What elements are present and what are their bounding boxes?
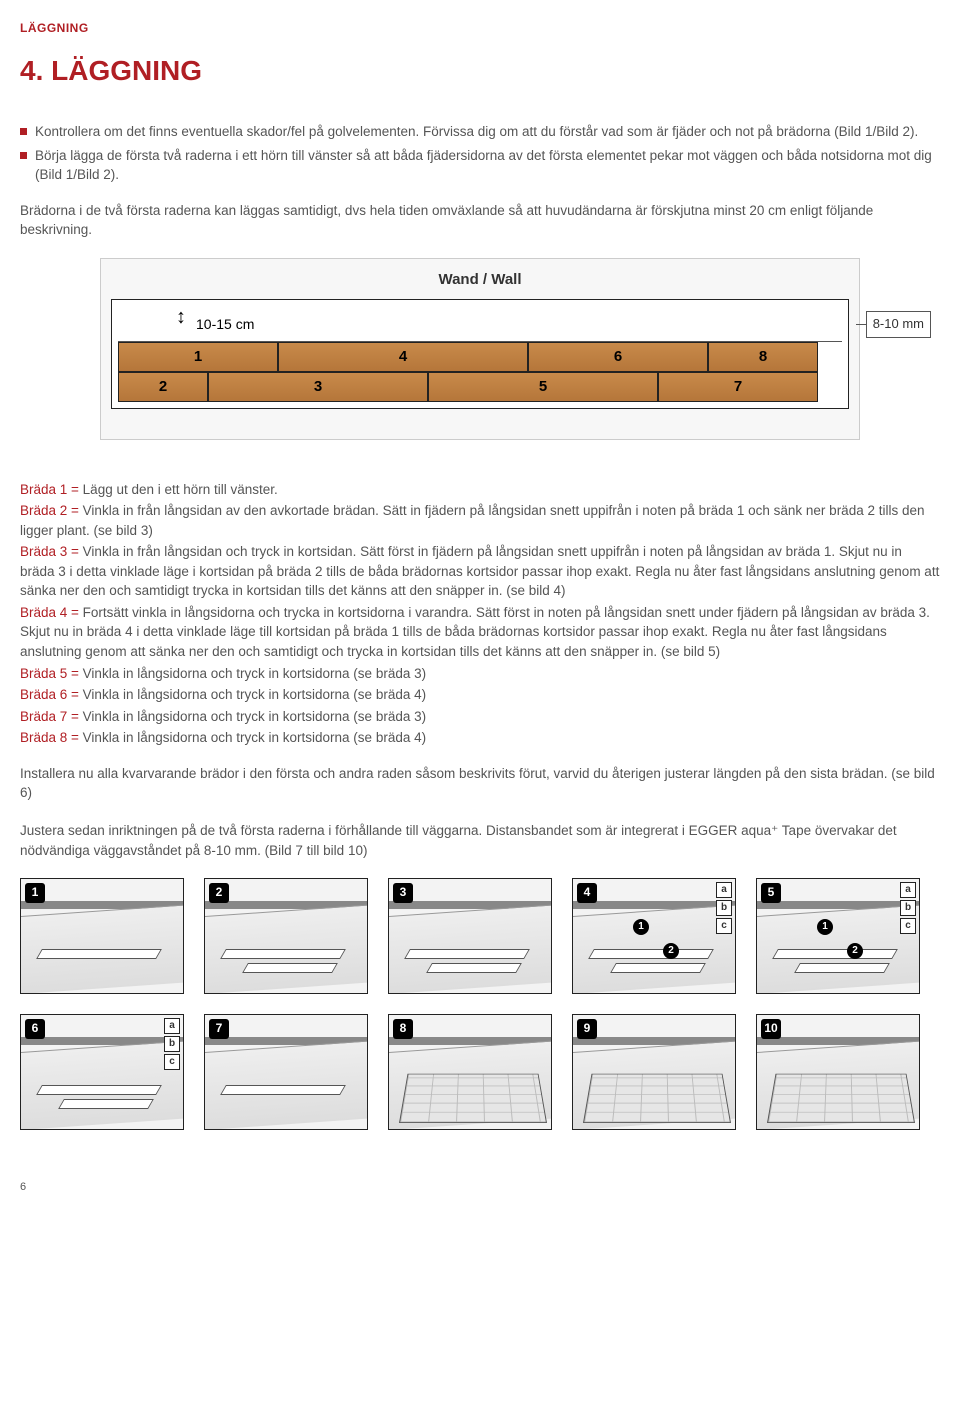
b5-text: Vinkla in långsidorna och tryck in korts… [79, 666, 426, 681]
b4-lead: Bräda 4 = [20, 605, 79, 620]
thumbnail-10: 10 [756, 1014, 920, 1130]
b3-lead: Bräda 3 = [20, 544, 79, 559]
step-badge-2: 2 [847, 943, 863, 959]
sub-badge-c: c [716, 918, 732, 934]
thumbnail-5: 5 abc 12 [756, 878, 920, 994]
thumb-number: 7 [209, 1019, 229, 1039]
bullet-item: Kontrollera om det finns eventuella skad… [20, 122, 940, 142]
thumbnail-8: 8 [388, 1014, 552, 1130]
step-badge-1: 1 [633, 919, 649, 935]
sub-badge-a: a [716, 882, 732, 898]
sub-badge-a: a [900, 882, 916, 898]
thumbnail-3: 3 [388, 878, 552, 994]
step-badge-1: 1 [817, 919, 833, 935]
step-badge-2: 2 [663, 943, 679, 959]
board-instructions: Bräda 1 = Lägg ut den i ett hörn till vä… [20, 480, 940, 748]
b4-text: Fortsätt vinkla in långsidorna och tryck… [20, 605, 930, 659]
b5-lead: Bräda 5 = [20, 666, 79, 681]
section-header: LÄGGNING [20, 20, 940, 37]
bullet-list: Kontrollera om det finns eventuella skad… [20, 122, 940, 185]
bullet-marker-icon [20, 152, 27, 159]
intro-paragraph: Brädorna i de två första raderna kan läg… [20, 201, 940, 240]
board-row-2: 2357 [118, 372, 842, 402]
board-6: 6 [528, 342, 708, 372]
board-4: 4 [278, 342, 528, 372]
sub-badge-a: a [164, 1018, 180, 1034]
b1-lead: Bräda 1 = [20, 482, 79, 497]
b7-text: Vinkla in långsidorna och tryck in korts… [79, 709, 426, 724]
thumbnail-grid: 1234abc125abc126abc78910 [20, 878, 940, 1130]
bullet-text: Kontrollera om det finns eventuella skad… [35, 122, 918, 142]
right-gap-label: 8-10 mm [866, 311, 931, 338]
thumbnail-4: 4 abc 12 [572, 878, 736, 994]
top-gap-row: ↕ 10-15 cm [118, 306, 842, 342]
thumbnail-7: 7 [204, 1014, 368, 1130]
wall-label: Wand / Wall [111, 265, 849, 299]
bullet-item: Börja lägga de första två raderna i ett … [20, 146, 940, 185]
b3-text: Vinkla in från långsidan och tryck in ko… [20, 544, 939, 598]
b1-text: Lägg ut den i ett hörn till vänster. [79, 482, 278, 497]
b7-lead: Bräda 7 = [20, 709, 79, 724]
board-row-1: 1468 [118, 342, 842, 372]
thumb-number: 2 [209, 883, 229, 903]
sub-badge-c: c [900, 918, 916, 934]
board-3: 3 [208, 372, 428, 402]
board-5: 5 [428, 372, 658, 402]
right-gap-callout: 8-10 mm [856, 311, 931, 338]
thumb-number: 6 [25, 1019, 45, 1039]
thumb-number: 8 [393, 1019, 413, 1039]
sub-badge-b: b [900, 900, 916, 916]
b2-lead: Bräda 2 = [20, 503, 79, 518]
thumb-number: 4 [577, 883, 597, 903]
thumbnail-1: 1 [20, 878, 184, 994]
thumbnail-9: 9 [572, 1014, 736, 1130]
thumb-number: 3 [393, 883, 413, 903]
sub-badge-b: b [164, 1036, 180, 1052]
arrow-updown-icon: ↕ [176, 310, 186, 324]
thumb-number: 1 [25, 883, 45, 903]
thumb-number: 10 [761, 1019, 781, 1039]
diagram-inner: ↕ 10-15 cm 1468 2357 [111, 299, 849, 409]
board-2: 2 [118, 372, 208, 402]
sub-badge-c: c [164, 1054, 180, 1070]
page-title: 4. LÄGGNING [20, 51, 940, 92]
bullet-marker-icon [20, 128, 27, 135]
bullet-text: Börja lägga de första två raderna i ett … [35, 146, 940, 185]
thumb-number: 9 [577, 1019, 597, 1039]
b8-text: Vinkla in långsidorna och tryck in korts… [79, 730, 426, 745]
thumb-number: 5 [761, 883, 781, 903]
board-7: 7 [658, 372, 818, 402]
b2-text: Vinkla in från långsidan av den avkortad… [20, 503, 925, 538]
paragraph-2: Installera nu alla kvarvarande brädor i … [20, 764, 940, 803]
page-number: 6 [20, 1180, 940, 1196]
layout-diagram: Wand / Wall ↕ 10-15 cm 1468 2357 8-10 mm [100, 258, 860, 440]
top-gap-label: 10-15 cm [196, 314, 254, 334]
b6-text: Vinkla in långsidorna och tryck in korts… [79, 687, 426, 702]
board-8: 8 [708, 342, 818, 372]
thumbnail-6: 6 abc [20, 1014, 184, 1130]
b6-lead: Bräda 6 = [20, 687, 79, 702]
b8-lead: Bräda 8 = [20, 730, 79, 745]
thumbnail-2: 2 [204, 878, 368, 994]
board-1: 1 [118, 342, 278, 372]
sub-badge-b: b [716, 900, 732, 916]
paragraph-3: Justera sedan inriktningen på de två för… [20, 821, 940, 860]
